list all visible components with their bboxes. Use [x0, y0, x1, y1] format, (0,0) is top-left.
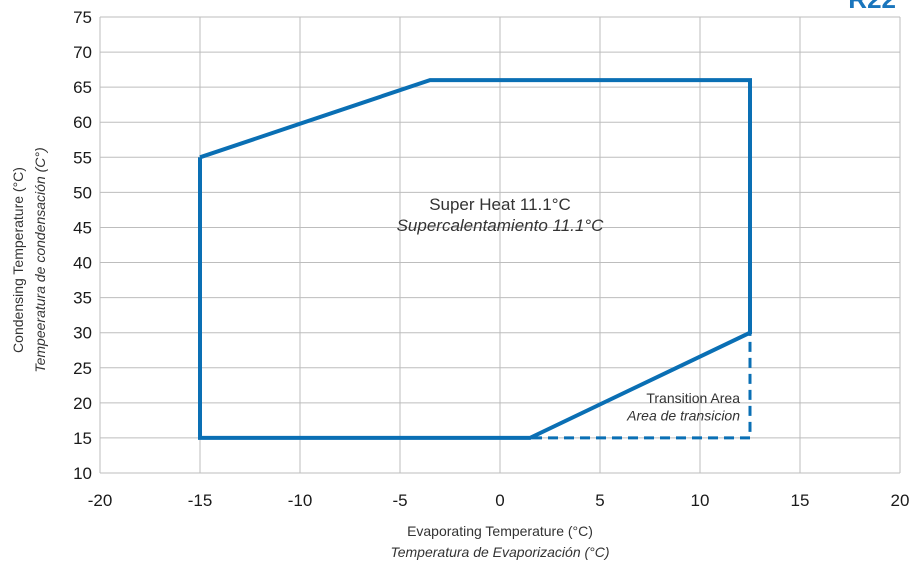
y-tick-label: 45: [73, 218, 92, 237]
operating-envelope-line: [198, 78, 752, 440]
x-tick-label: -10: [288, 491, 313, 510]
y-tick-labels: 75 70 65 60 55 50 45 40 35 30 25 20 15 10: [73, 8, 92, 483]
y-tick-label: 20: [73, 394, 92, 413]
x-axis-label-secondary: Temperatura de Evaporización (°C): [390, 544, 609, 560]
y-tick-label: 75: [73, 8, 92, 27]
y-tick-label: 65: [73, 78, 92, 97]
super-heat-label: Super Heat 11.1°C: [429, 195, 571, 214]
y-tick-label: 30: [73, 324, 92, 343]
super-heat-label: Supercalentamiento 11.1°C: [397, 216, 605, 235]
x-tick-label: -20: [88, 491, 113, 510]
y-tick-label: 10: [73, 464, 92, 483]
x-tick-label: 20: [891, 491, 910, 510]
grid: [99, 16, 901, 474]
refrigerant-logo: R22: [848, 0, 896, 14]
x-tick-labels: -20 -15 -10 -5 0 5 10 15 20: [88, 491, 910, 510]
x-axis-label: Evaporating Temperature (°C): [407, 523, 593, 539]
y-tick-label: 15: [73, 429, 92, 448]
y-tick-label: 55: [73, 148, 92, 167]
x-tick-label: 10: [691, 491, 710, 510]
x-tick-label: 0: [495, 491, 504, 510]
transition-area-label: Area de transicion: [626, 407, 740, 423]
y-axis-label: Condensing Temperature (°C): [10, 167, 26, 353]
y-axis-label-secondary: Tempeeratura de condensación (C°): [32, 147, 48, 372]
y-tick-label: 25: [73, 359, 92, 378]
transition-area-label: Transition Area: [646, 390, 740, 406]
series-group: [198, 78, 752, 440]
y-tick-label: 35: [73, 289, 92, 308]
y-tick-label: 60: [73, 113, 92, 132]
annotations: Super Heat 11.1°C Supercalentamiento 11.1…: [397, 195, 741, 423]
y-tick-label: 40: [73, 254, 92, 273]
transition-area-boundary: [516, 332, 752, 440]
x-tick-label: 15: [791, 491, 810, 510]
x-tick-label: 5: [595, 491, 604, 510]
y-tick-label: 70: [73, 43, 92, 62]
y-tick-label: 50: [73, 183, 92, 202]
x-tick-label: -15: [188, 491, 213, 510]
x-tick-label: -5: [392, 491, 407, 510]
